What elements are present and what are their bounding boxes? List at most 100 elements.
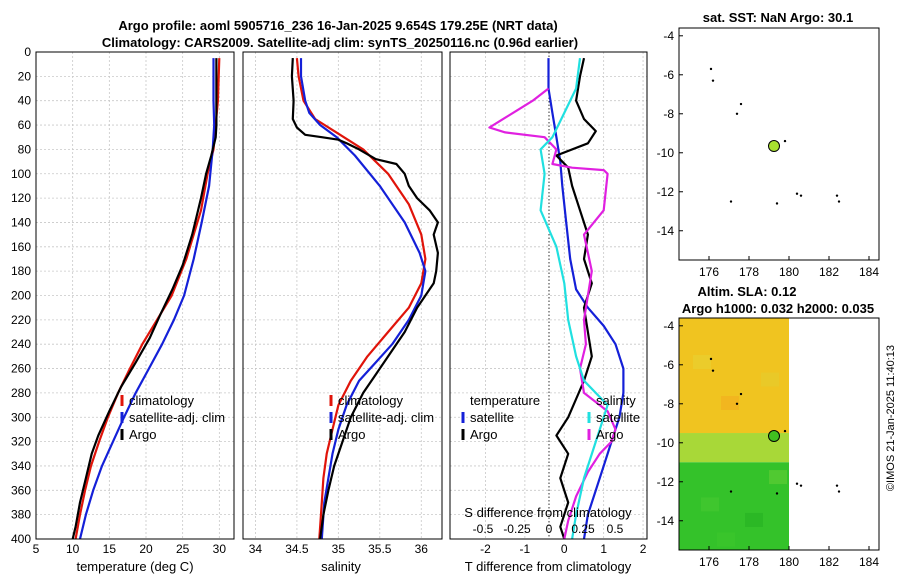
island-dot [835,484,839,487]
argo-position-marker [768,140,780,153]
x-tick-label: -1 [520,542,531,556]
island-dot [837,490,841,493]
island-dot [835,194,839,197]
island-dot [709,357,713,361]
x-tick-label: 15 [103,542,117,556]
island-dot [729,200,733,203]
sla-map-title-line2: Argo h1000: 0.032 h2000: 0.035 [682,301,874,316]
depth-tick-label: 300 [11,410,31,424]
map-x-tick-label: 176 [699,555,719,569]
temperature-grid [35,51,234,540]
x-tick-label: 2 [640,542,647,556]
legend-label: satellite-adj. clim [338,410,434,425]
salinity-difference-label: S difference from climatology [464,505,632,520]
map-y-tick-label: -14 [657,514,675,528]
map-x-tick-label: 176 [699,265,719,279]
salinity-grid [243,51,442,540]
map-x-tick-label: 178 [739,555,759,569]
x-tick-label: 35.5 [368,542,392,556]
sla-texture-patch [701,497,719,512]
salinity-panel: 34 34.5 35 35.5 36 climatology satellite-adj.… [242,51,443,574]
map-y-tick-label: -10 [657,436,675,450]
x-tick-label: 30 [213,542,227,556]
depth-tick-label: 200 [11,289,31,303]
legend-label: satellite-adj. clim [129,410,225,425]
island-dot [775,202,779,205]
x-tick-label: 5 [33,542,40,556]
map-y-tick-label: -4 [663,29,674,43]
difference-axes-frame [449,51,648,540]
temperature-legend: climatology satellite-adj. clim Argo [120,393,225,442]
map-y-tick-label: -6 [663,68,674,82]
depth-tick-label: 260 [11,362,31,376]
map-y-tick-label: -8 [663,107,674,121]
salinity-ticks: 34 34.5 35 35.5 36 [249,542,429,556]
sst-map-panel: sat. SST: NaN Argo: 30.1 176 178 180 182 184… [657,10,880,279]
series-line-3 [290,58,439,540]
depth-tick-label: 180 [11,264,31,278]
island-dot [783,429,787,433]
map-y-tick-label: -14 [657,224,675,238]
series-line-4 [539,57,609,540]
sla-map-frame [678,317,880,551]
temperature-ticks: 5 10 15 20 25 3002040608010012014016018020022… [11,45,226,556]
argo-position-marker [768,430,780,443]
x-tick-label: 1 [600,542,607,556]
map-y-tick-label: -10 [657,146,675,160]
x-tick-label: 20 [139,542,153,556]
island-dot [711,79,715,82]
island-dot [799,194,803,197]
legend-label: climatology [129,393,195,408]
depth-tick-label: 40 [18,94,32,108]
legend-label: climatology [338,393,404,408]
depth-tick-label: 140 [11,215,31,229]
difference-panel: -2 -1 0 1 2-0.5 -0.25 0 0.25 0.5 temperaturesate… [449,51,648,574]
series-line-3 [71,58,218,540]
x-tick-label: 35 [332,542,346,556]
legend-label: temperature [470,393,540,408]
legend-label: satellite [470,410,514,425]
legend-label: Argo [129,427,156,442]
salinity-series [290,57,439,540]
map-x-tick-label: 184 [859,265,879,279]
island-dot [729,490,733,493]
legend-label: satellite [596,410,640,425]
depth-tick-label: 360 [11,483,31,497]
depth-tick-label: 160 [11,240,31,254]
depth-tick-label: 20 [18,69,32,83]
island-dot [735,112,739,115]
difference-series [488,57,625,540]
difference-ticks: -2 -1 0 1 2-0.5 -0.25 0 0.25 0.5 [473,522,647,556]
sla-map-content [679,318,841,550]
temperature-axes-frame [35,51,235,540]
depth-tick-label: 0 [24,45,31,59]
salinity-difference-tick-label: -0.5 [473,522,494,536]
temperature-difference-xlabel: T difference from climatology [465,559,632,574]
island-dot [739,102,743,106]
salinity-difference-tick-label: 0.5 [607,522,624,536]
series-line-1 [547,58,625,540]
map-y-tick-label: -4 [663,319,674,333]
island-dot [837,200,841,203]
depth-tick-label: 120 [11,191,31,205]
sla-texture-patch [745,512,763,527]
map-y-tick-label: -12 [657,475,675,489]
x-tick-label: 36 [415,542,429,556]
legend-label: Argo [470,427,497,442]
salinity-xlabel: salinity [321,559,361,574]
sst-map-ticks: 176 178 180 182 184 -4 -6 -8 -10 -12 -14 [657,29,880,279]
figure-title-line2: Climatology: CARS2009. Satellite-adj cli… [102,35,578,50]
map-x-tick-label: 184 [859,555,879,569]
sla-map-title-line1: Altim. SLA: 0.12 [698,284,797,299]
map-y-tick-label: -12 [657,185,675,199]
map-y-tick-label: -6 [663,358,674,372]
sla-texture-patch [769,470,787,485]
x-tick-label: -2 [480,542,491,556]
legend-label: salinity [596,393,636,408]
imos-credit: ©IMOS 21-Jan-2025 11:40:13 [885,345,897,491]
depth-tick-label: 60 [18,118,32,132]
sla-texture-patch [761,372,779,387]
map-x-tick-label: 180 [779,265,799,279]
depth-tick-label: 100 [11,167,31,181]
x-tick-label: 25 [176,542,190,556]
